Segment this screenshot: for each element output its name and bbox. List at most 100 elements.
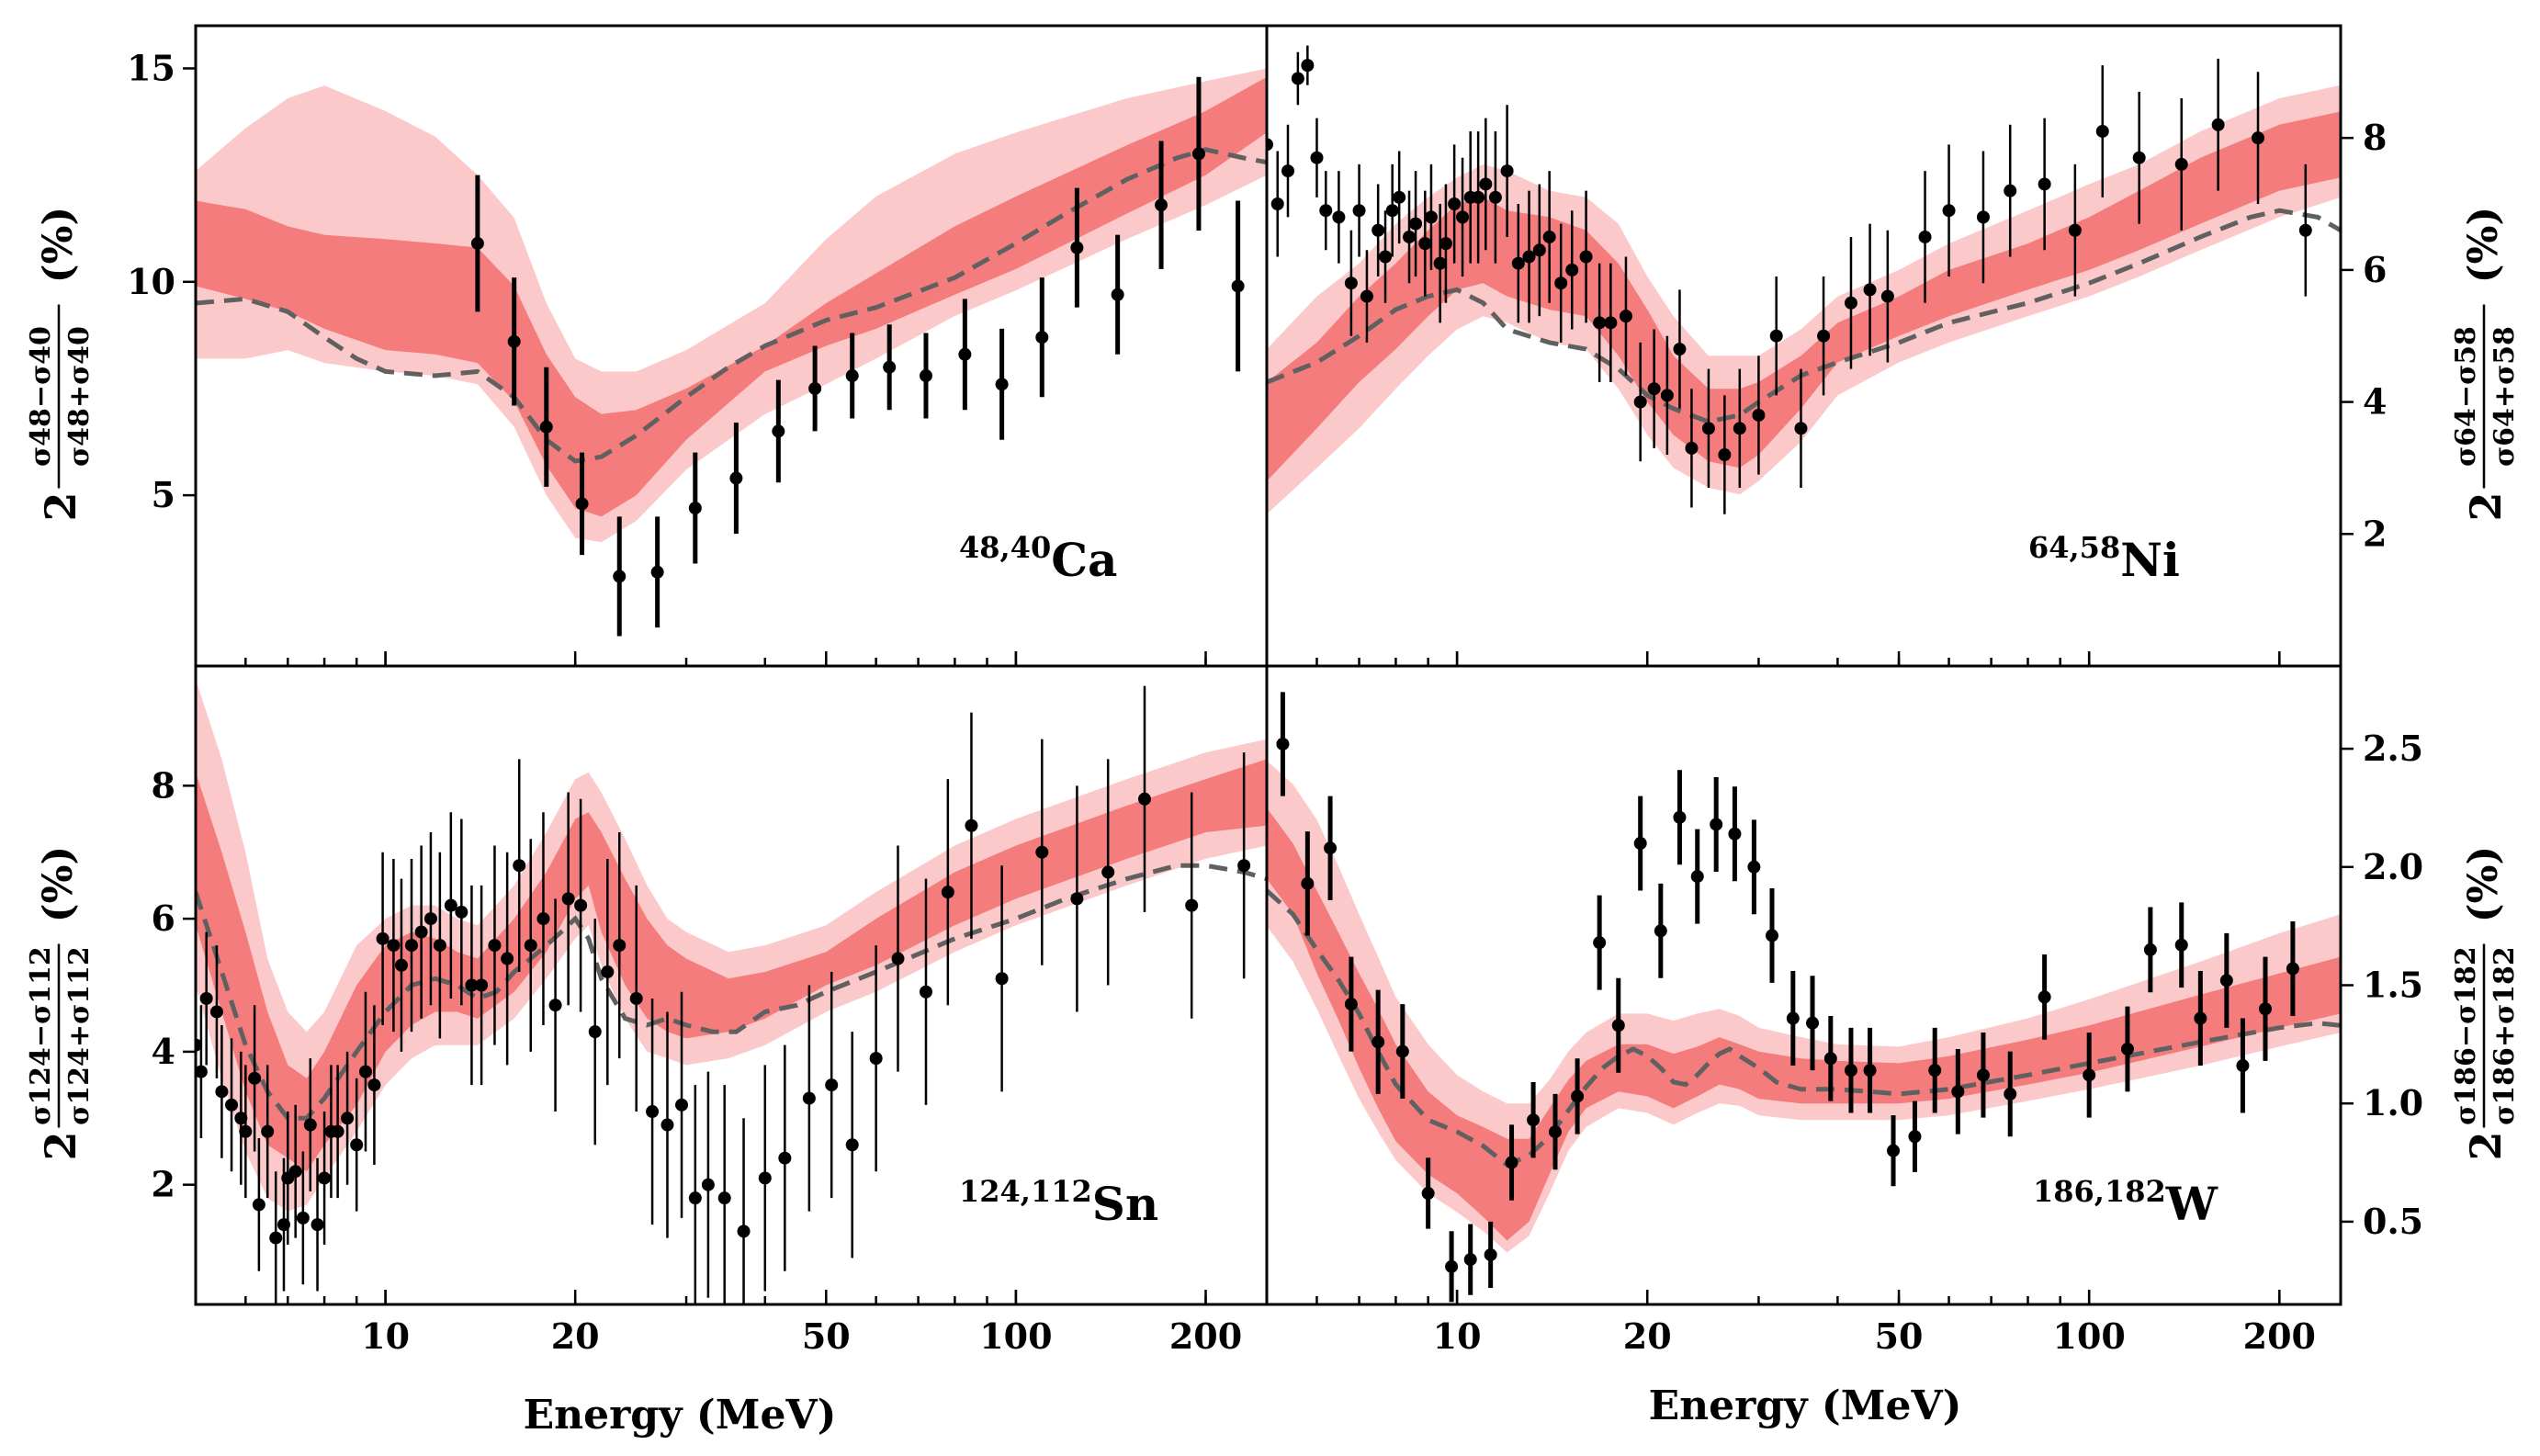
w-panel: 10 20 50 100 200 0.5 1.0 1.5 2.0 2.5 186,182W 2 σ186… [1265, 664, 2521, 1357]
w-data-point-4 [1372, 1035, 1385, 1049]
w-y-axis-title: 2 σ186−σ182 σ186+σ182 (%) [2450, 846, 2521, 1161]
sn-data-point-46 [613, 939, 627, 953]
ni-data-point-63 [2252, 131, 2265, 145]
ca-x-ticks [194, 651, 1207, 666]
ni-data-point-8 [1344, 277, 1358, 290]
ca-nucleus-label: 48,40Ca [959, 530, 1117, 587]
ni-data-point-1 [1270, 198, 1284, 211]
sn-data-point-60 [869, 1052, 883, 1066]
w-data-point-24 [1786, 1011, 1800, 1025]
w-y-tick-label: 2.5 [2363, 728, 2423, 769]
sn-data-point-42 [561, 892, 575, 906]
ni-y-tick-label: 6 [2363, 249, 2387, 290]
w-data-point-22 [1747, 860, 1761, 874]
ni-y-axis-title: 2 σ64−σ58 σ64+σ58 (%) [2450, 207, 2521, 522]
sn-data-point-68 [1101, 865, 1115, 879]
sn-data-point-49 [660, 1118, 674, 1132]
w-x-tick-label: 10 [1433, 1315, 1482, 1357]
w-dashed-line [1267, 888, 2341, 1168]
sn-x-ticks: 10 20 50 100 200 [194, 1290, 1242, 1357]
sn-nucleus-mass: 124,112 [959, 1174, 1092, 1209]
ni-data-point-28 [1511, 256, 1525, 270]
ca-y-label-denominator: σ48+σ40 [63, 326, 96, 467]
sn-data-point-39 [524, 939, 537, 953]
ca-outer-band [196, 68, 1267, 543]
ni-data-point-51 [1863, 283, 1877, 297]
ni-data-point-57 [2038, 177, 2051, 191]
sn-x-tick-label: 20 [551, 1315, 600, 1357]
ca-data-point-19 [1191, 147, 1205, 161]
w-data-point-44 [2286, 962, 2299, 976]
w-data-point-27 [1844, 1064, 1857, 1078]
ni-data-point-6 [1319, 204, 1333, 218]
w-x-tick-label: 200 [2243, 1315, 2316, 1357]
ni-nucleus-symbol: Ni [2120, 533, 2180, 587]
w-nucleus-mass: 186,182 [2033, 1174, 2166, 1209]
w-data-point-26 [1823, 1052, 1837, 1066]
sn-data-point-2 [199, 991, 213, 1005]
sn-x-tick-label: 10 [361, 1315, 410, 1357]
sn-data-point-18 [318, 1171, 332, 1185]
ni-data-point-60 [2132, 151, 2146, 164]
ni-data-point-12 [1379, 250, 1393, 264]
ni-data-point-52 [1880, 289, 1894, 303]
w-data-point-17 [1654, 924, 1667, 938]
ca-data-point-11 [883, 360, 897, 374]
ni-y-label-suffix: (%) [2460, 207, 2507, 283]
ni-y-label-numerator: σ64−σ58 [2450, 326, 2482, 467]
sn-data-point-57 [802, 1091, 816, 1105]
ni-outer-band [1267, 85, 2341, 514]
sn-x-tick-label: 100 [979, 1315, 1052, 1357]
sn-data-point-66 [1035, 845, 1049, 859]
ca-y-tick-label: 10 [127, 261, 175, 302]
ni-data-point-34 [1579, 250, 1593, 264]
x-axis-title-left: Energy (MeV) [524, 1392, 837, 1439]
w-data-point-12 [1549, 1125, 1563, 1139]
sn-data-point-24 [367, 1078, 381, 1092]
ni-data-point-14 [1393, 190, 1406, 204]
sn-y-axis-title: 2 σ124−σ112 σ124+σ112 (%) [25, 846, 96, 1161]
ca-dashed-line [196, 147, 1267, 464]
sn-nucleus-label: 124,112Sn [959, 1174, 1158, 1231]
w-data-point-36 [2083, 1068, 2096, 1082]
sn-x-tick-label: 50 [802, 1315, 851, 1357]
ca-data-point-2 [539, 420, 553, 434]
ni-data-point-61 [2174, 157, 2188, 171]
sn-data-point-21 [341, 1112, 355, 1125]
sn-data-point-51 [688, 1191, 702, 1205]
w-data-point-0 [1276, 737, 1290, 751]
w-y-ticks: 0.5 1.0 1.5 2.0 2.5 [2341, 728, 2423, 1242]
ca-data-point-15 [1035, 331, 1049, 344]
sn-data-point-3 [209, 1005, 223, 1019]
ni-data-point-17 [1418, 237, 1432, 251]
ni-data-point-22 [1456, 210, 1470, 224]
sn-data-point-65 [995, 972, 1009, 986]
sn-data-point-31 [433, 939, 446, 953]
w-data-point-41 [2219, 974, 2233, 988]
ca-y-axis-title: 2 σ48−σ40 σ48+σ40 (%) [25, 207, 96, 522]
ni-y-tick-label: 8 [2363, 117, 2387, 158]
ca-data-point-18 [1155, 198, 1168, 212]
sn-data-point-26 [387, 939, 401, 953]
ca-data-point-7 [729, 471, 743, 485]
ni-y-ticks: 2 4 6 8 [2341, 117, 2387, 554]
sn-data-point-38 [513, 859, 526, 873]
ca-y-label-prefix: 2 [36, 491, 85, 521]
sn-data-point-67 [1070, 892, 1084, 906]
sn-data-point-59 [845, 1138, 859, 1152]
ca-data-point-20 [1231, 279, 1245, 293]
ni-data-point-21 [1448, 198, 1462, 211]
w-data-point-39 [2174, 938, 2188, 952]
ni-data-point-37 [1619, 310, 1632, 323]
sn-plot-area [196, 679, 1267, 1304]
ni-data-point-55 [1976, 210, 1990, 224]
sn-data-point-34 [465, 978, 479, 992]
sn-panel: 10 20 50 100 200 2 4 6 8 124,112Sn 2 σ124−σ112 σ124+… [25, 664, 1269, 1357]
sn-data-point-35 [475, 978, 489, 992]
w-data-point-29 [1887, 1144, 1901, 1157]
ca-data-point-13 [958, 347, 972, 361]
w-data-point-9 [1484, 1247, 1497, 1261]
ni-data-point-53 [1918, 230, 1932, 243]
ni-data-point-48 [1794, 422, 1808, 435]
ni-data-point-2 [1281, 164, 1294, 178]
